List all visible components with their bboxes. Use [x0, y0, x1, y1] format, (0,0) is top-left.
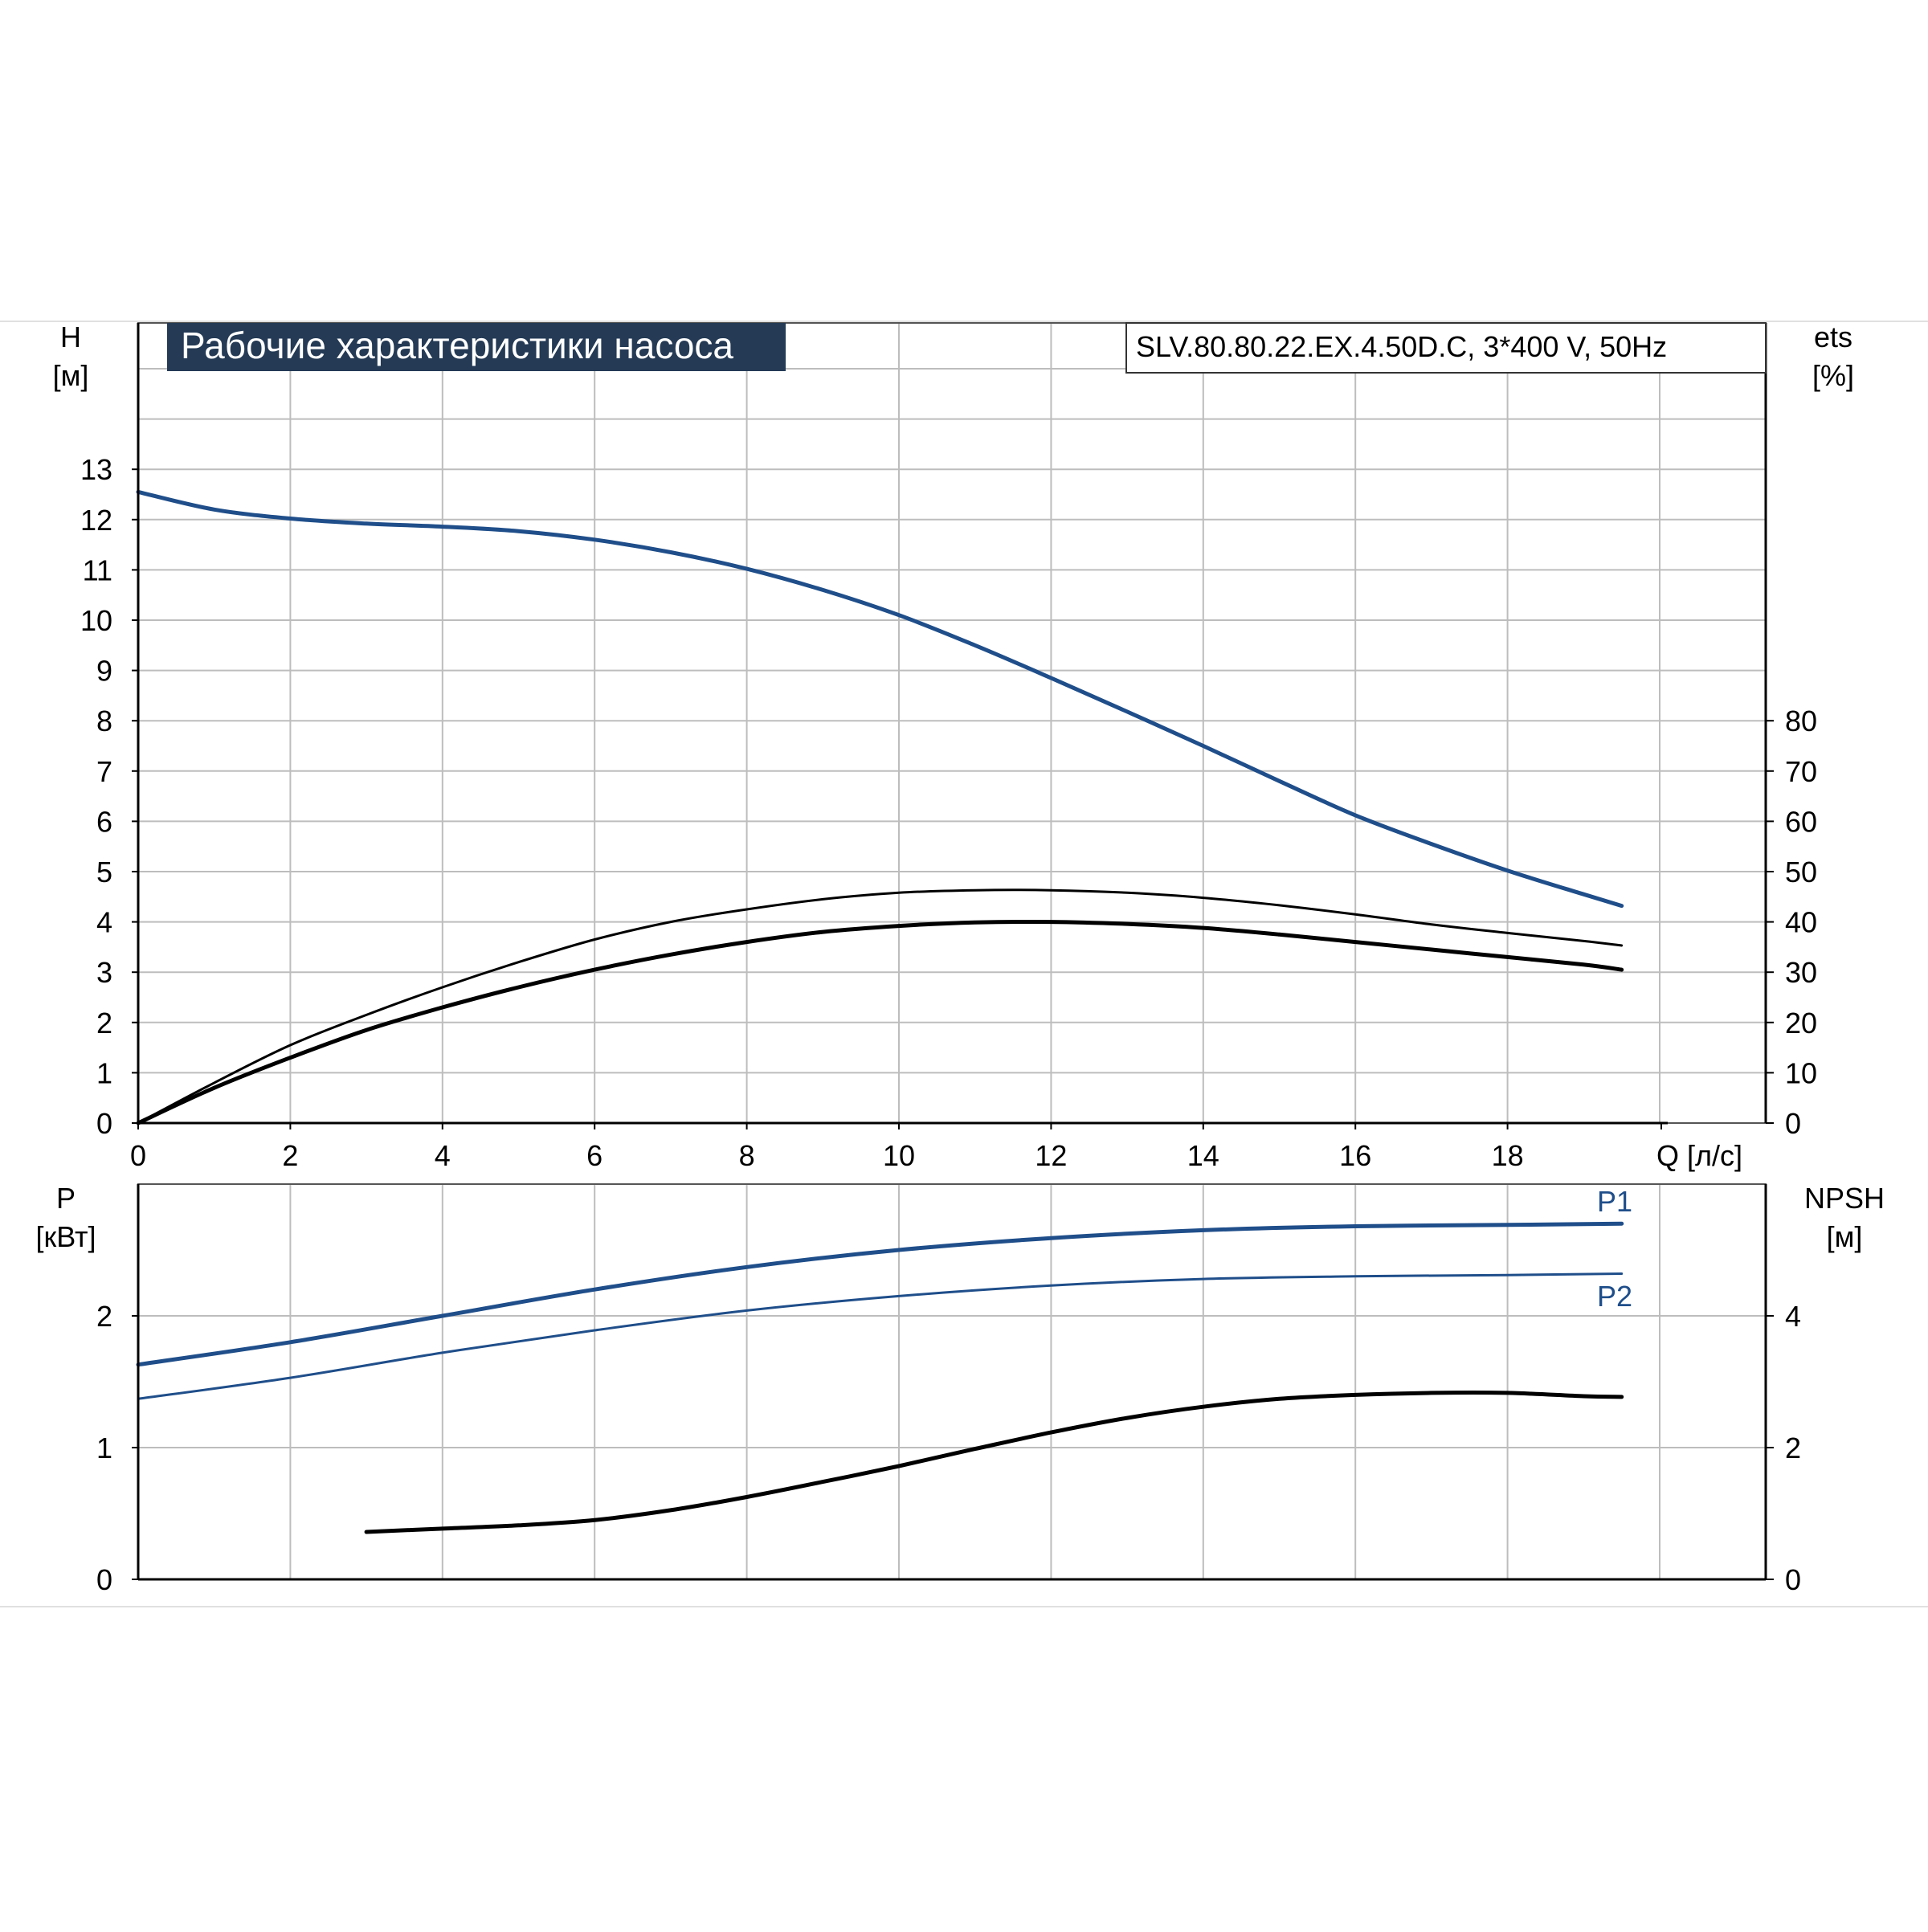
eta-axis-unit: [%]	[1812, 359, 1854, 392]
h-tick-label: 6	[96, 805, 112, 838]
h-axis-unit: [м]	[53, 359, 89, 392]
model-box	[1125, 322, 1767, 374]
p-tick-label: 1	[96, 1432, 112, 1464]
p2-curve	[137, 1272, 1624, 1400]
h-tick-label: 9	[96, 655, 112, 688]
h-tick-label: 12	[80, 504, 112, 537]
p-tick-label: 2	[96, 1300, 112, 1333]
npsh-tick-label: 4	[1785, 1300, 1801, 1333]
h-axis-title: H	[60, 321, 81, 353]
h-tick-label: 7	[96, 755, 112, 788]
q-tick-label: 10	[883, 1139, 915, 1172]
eta-tick-label: 60	[1785, 805, 1817, 838]
eta-tick-label: 10	[1785, 1056, 1817, 1089]
h-tick-label: 5	[96, 856, 112, 888]
p-axis-title: P	[56, 1182, 76, 1215]
eta-tick-label: 70	[1785, 755, 1817, 788]
eta-tick-label: 20	[1785, 1007, 1817, 1040]
efficiency-curve	[137, 888, 1624, 1125]
eta-tick-label: 80	[1785, 705, 1817, 737]
eta-tick-label: 0	[1785, 1107, 1801, 1140]
npsh-tick-label: 0	[1785, 1563, 1801, 1596]
p-axis-unit: [кВт]	[35, 1220, 96, 1253]
p-tick-label: 0	[96, 1563, 112, 1596]
eta-tick-label: 40	[1785, 906, 1817, 939]
x-axis-label: Q [л/с]	[1656, 1139, 1742, 1172]
h-tick-label: 10	[80, 604, 112, 637]
upper-grid	[137, 323, 1766, 1124]
q-tick-label: 14	[1187, 1139, 1219, 1172]
q-tick-label: 12	[1035, 1139, 1067, 1172]
q-tick-label: 0	[130, 1139, 146, 1172]
p1-label: P1	[1597, 1185, 1632, 1218]
axes-layer	[132, 322, 1774, 1581]
chart-title: Рабочие характеристики насоса	[181, 325, 733, 366]
q-tick-label: 2	[282, 1139, 298, 1172]
p2-label: P2	[1597, 1280, 1632, 1313]
upper-plot-frame	[137, 322, 1767, 1124]
q-tick-label: 4	[435, 1139, 451, 1172]
p1-curve	[136, 1221, 1624, 1367]
npsh-axis-title: NPSH	[1804, 1182, 1885, 1215]
eta-axis-title: ets	[1814, 321, 1852, 353]
h-tick-label: 3	[96, 956, 112, 989]
series-layer	[136, 489, 1624, 1534]
npsh-tick-label: 2	[1785, 1432, 1801, 1464]
h-tick-label: 8	[96, 705, 112, 737]
head-curve	[136, 489, 1624, 909]
q-tick-label: 6	[586, 1139, 602, 1172]
h-tick-label: 11	[83, 553, 112, 586]
eta-tick-label: 50	[1785, 856, 1817, 888]
h-tick-label: 2	[96, 1007, 112, 1040]
q-tick-label: 18	[1492, 1139, 1524, 1172]
npsh-curve	[364, 1391, 1624, 1534]
q-tick-label: 16	[1339, 1139, 1371, 1172]
h-tick-label: 13	[80, 453, 112, 486]
h-tick-label: 0	[96, 1107, 112, 1140]
npsh-axis-unit: [м]	[1827, 1220, 1863, 1253]
model-label: SLV.80.80.22.EX.4.50D.C, 3*400 V, 50Hz	[1136, 330, 1667, 363]
eta-tick-label: 30	[1785, 956, 1817, 989]
h-tick-label: 1	[96, 1056, 112, 1089]
h-tick-label: 4	[96, 906, 112, 939]
efficiency-curve-total	[136, 919, 1624, 1125]
title-box	[167, 323, 786, 371]
q-tick-label: 8	[739, 1139, 755, 1172]
